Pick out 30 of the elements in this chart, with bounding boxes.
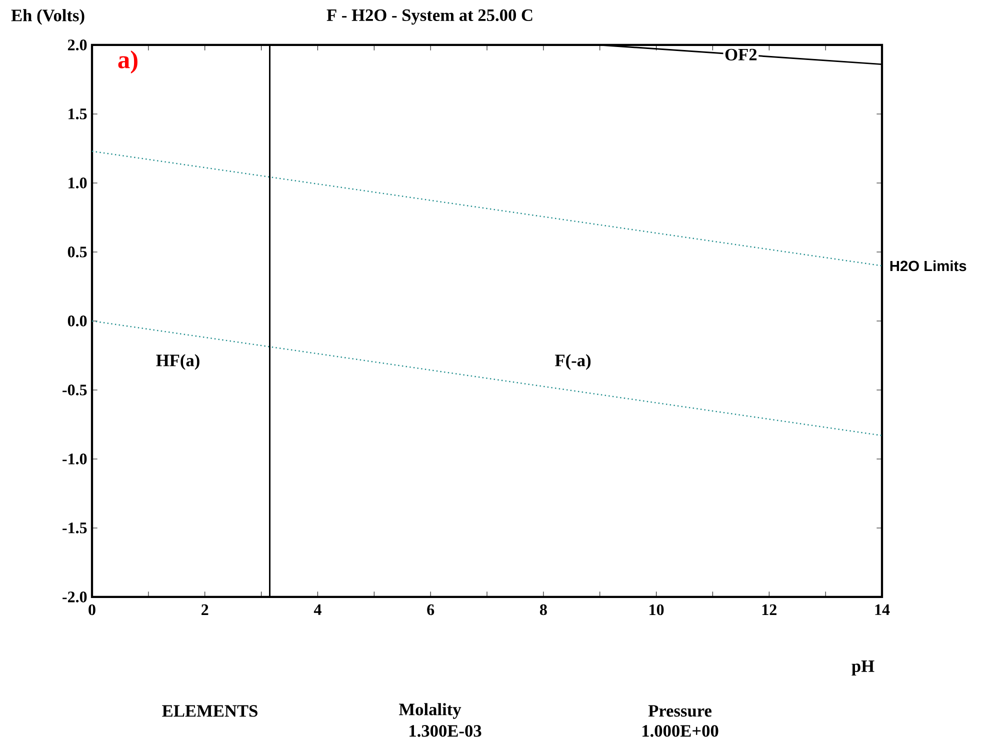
annotation: H2O Limits [890, 260, 966, 272]
y-tick-label: -2.0 [62, 592, 87, 602]
x-tick-label: 12 [762, 604, 776, 615]
y-tick-label: 0.0 [68, 316, 87, 326]
text: 1.300E-03 [410, 725, 482, 737]
y-tick-label: -0.5 [62, 384, 87, 396]
x-tick-label: 6 [427, 604, 434, 616]
text: Pressure [648, 705, 712, 717]
y-tick-label: 1.0 [68, 178, 87, 188]
x-tick-label: 8 [540, 604, 547, 616]
y-tick-label: 0.5 [68, 246, 87, 258]
text: Molality [399, 703, 462, 719]
chart-title: F - H2O - System at 25.00 C [326, 9, 532, 25]
annotation: OF2 [725, 48, 757, 60]
text: 1.000E+00 [642, 725, 718, 737]
annotation: F(-a) [555, 354, 591, 370]
y-tick-label: -1.0 [62, 454, 87, 464]
annotation: HF(a) [156, 354, 200, 370]
x-tick-label: 4 [314, 604, 322, 615]
annotation: a) [118, 50, 138, 74]
x-tick-label: 2 [202, 604, 208, 615]
y-axis-title: Eh (Volts) [11, 9, 84, 25]
text: ELEMENTS [162, 705, 258, 717]
x-tick-label: 10 [650, 604, 664, 616]
x-tick-label: 14 [875, 604, 890, 615]
x-tick-label: 0 [88, 604, 96, 616]
y-tick-label: 2.0 [68, 40, 87, 50]
y-tick-label: 1.5 [68, 108, 87, 120]
x-axis-title: pH [852, 660, 874, 676]
y-tick-label: -1.5 [62, 522, 87, 534]
